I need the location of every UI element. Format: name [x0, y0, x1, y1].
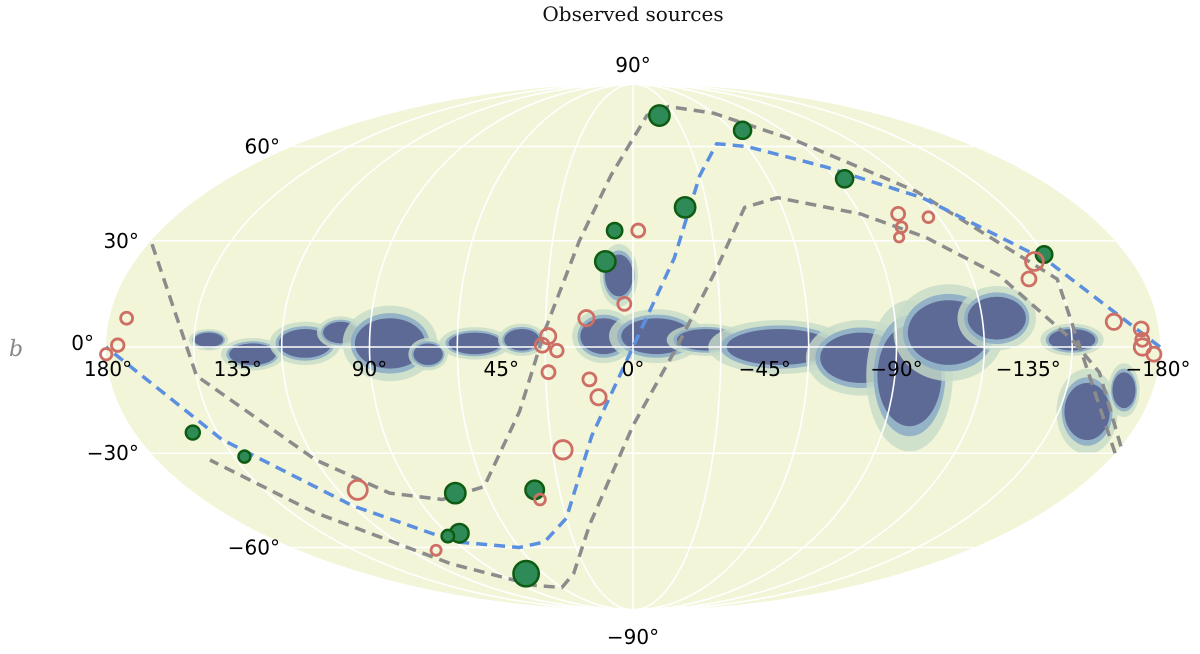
open-source-marker	[1145, 345, 1163, 363]
curve-layer	[104, 104, 1162, 590]
dust-cloud	[193, 332, 224, 347]
x-tick-label: 180°	[84, 357, 132, 381]
open-source-marker	[1024, 251, 1045, 272]
dust-cloud	[1112, 372, 1136, 409]
x-tick-label: 90°	[352, 357, 387, 381]
open-source-marker	[552, 439, 574, 461]
open-source-marker	[549, 342, 565, 359]
filled-source-marker	[732, 120, 753, 141]
meridian-gridline	[544, 84, 634, 610]
coordinate-grid	[106, 84, 1160, 610]
source-marker-layer	[99, 104, 1163, 588]
open-source-marker	[1132, 320, 1150, 338]
meridian-gridline	[632, 84, 898, 610]
x-tick-label: −45°	[739, 357, 791, 381]
x-tick-label: 0°	[622, 357, 645, 381]
dust-cloud	[504, 328, 540, 351]
filled-source-marker	[237, 449, 252, 464]
filled-source-marker	[440, 528, 456, 544]
open-source-marker	[921, 210, 936, 224]
open-source-marker	[540, 364, 557, 381]
tick-label-layer: 180° 135° 90° 45° 0° −45° −90° −135° −180° 90° 60°…	[71, 53, 1190, 649]
dust-cloud	[1064, 382, 1110, 440]
filled-source-marker	[512, 559, 541, 588]
open-source-marker	[533, 492, 547, 507]
chart-title: Observed sources	[542, 2, 723, 26]
meridian-gridline	[632, 84, 722, 610]
filled-source-marker	[184, 424, 202, 441]
y-tick-label: 60°	[245, 134, 280, 158]
open-source-marker	[533, 336, 551, 354]
gray-dashed-curve	[149, 104, 1117, 502]
open-source-marker	[581, 371, 598, 388]
x-tick-label: 45°	[484, 357, 519, 381]
dust-cloud	[448, 332, 502, 355]
open-source-marker	[429, 543, 443, 557]
gray-dashed-curve	[209, 195, 1123, 590]
y-tick-label: −90°	[607, 625, 659, 649]
open-source-marker	[110, 337, 126, 353]
open-source-marker	[893, 231, 906, 244]
open-source-marker	[589, 388, 608, 407]
open-source-marker	[1104, 312, 1123, 331]
y-axis-label: b	[9, 337, 23, 362]
x-tick-label: −90°	[870, 357, 922, 381]
filled-source-marker	[593, 250, 617, 273]
blue-dashed-curve	[104, 141, 1162, 550]
x-tick-label: −180°	[1126, 357, 1191, 381]
open-source-marker	[346, 478, 369, 501]
x-tick-label: 135°	[214, 357, 262, 381]
meridian-gridline	[368, 84, 634, 610]
filled-source-marker	[605, 221, 624, 240]
dust-cloud	[967, 296, 1026, 340]
dust-cloud	[413, 343, 443, 366]
y-tick-label: −30°	[87, 441, 139, 465]
meridian-gridline	[632, 84, 810, 610]
open-source-marker	[99, 347, 114, 362]
meridian-gridline	[632, 84, 986, 610]
meridian-gridline	[632, 84, 1074, 610]
dust-cloud	[354, 318, 426, 369]
filled-source-marker	[443, 481, 467, 505]
open-source-marker	[1020, 270, 1038, 288]
y-tick-label: −60°	[228, 536, 280, 560]
meridian-gridline	[192, 84, 634, 610]
filled-source-marker	[648, 104, 671, 127]
open-source-marker	[119, 310, 135, 326]
open-source-marker	[890, 206, 907, 222]
y-tick-label: 30°	[103, 229, 138, 253]
filled-source-marker	[834, 168, 855, 189]
open-source-marker	[616, 295, 633, 312]
open-source-marker	[577, 309, 596, 328]
y-tick-label: 0°	[71, 331, 94, 355]
y-tick-label: 90°	[615, 53, 650, 77]
dust-cloud	[229, 343, 276, 366]
open-source-marker	[630, 222, 647, 239]
filled-source-marker	[673, 195, 697, 219]
x-tick-label: −135°	[996, 357, 1061, 381]
